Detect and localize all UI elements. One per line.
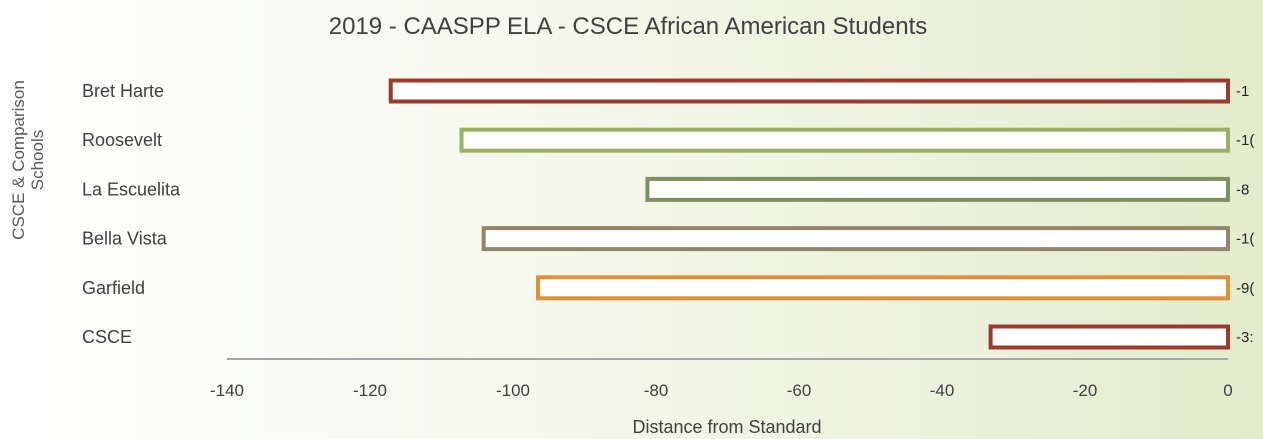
x-tick-label: -80 <box>644 381 669 400</box>
x-tick-label: -100 <box>496 381 530 400</box>
data-label: -1 <box>1236 83 1249 100</box>
data-label: -1( <box>1236 132 1254 149</box>
x-tick-label: -40 <box>930 381 955 400</box>
category-label: La Escuelita <box>82 179 181 199</box>
chart-title: 2019 - CAASPP ELA - CSCE African America… <box>329 13 928 40</box>
x-tick-label: -140 <box>210 381 244 400</box>
bars-group: Bret Harte -1 Roosevelt -1( La Escuelita -8 Be… <box>82 78 1254 350</box>
x-ticks-group: -140 -120 -100 -80 -60 -40 -20 0 <box>210 381 1233 400</box>
category-label: CSCE <box>82 327 132 347</box>
data-label: -1( <box>1236 231 1254 248</box>
bar <box>536 275 1230 301</box>
bar <box>988 324 1230 350</box>
bar <box>459 127 1230 153</box>
x-axis-title: Distance from Standard <box>632 417 821 437</box>
x-tick-label: -20 <box>1073 381 1098 400</box>
category-label: Roosevelt <box>82 130 162 150</box>
y-axis-label-line-1: CSCE & Comparison <box>9 80 28 240</box>
category-label: Bret Harte <box>82 81 164 101</box>
category-label: Bella Vista <box>82 229 168 249</box>
x-tick-label: 0 <box>1223 381 1232 400</box>
category-label: Garfield <box>82 278 145 298</box>
data-label: -3: <box>1236 329 1254 346</box>
x-tick-label: -120 <box>353 381 387 400</box>
data-label: -8 <box>1236 181 1249 198</box>
y-axis-label-line-2: Schools <box>28 130 47 190</box>
bar <box>388 78 1230 104</box>
bar <box>645 176 1230 202</box>
data-label: -9( <box>1236 280 1254 297</box>
bar <box>481 226 1230 252</box>
x-tick-label: -60 <box>787 381 812 400</box>
